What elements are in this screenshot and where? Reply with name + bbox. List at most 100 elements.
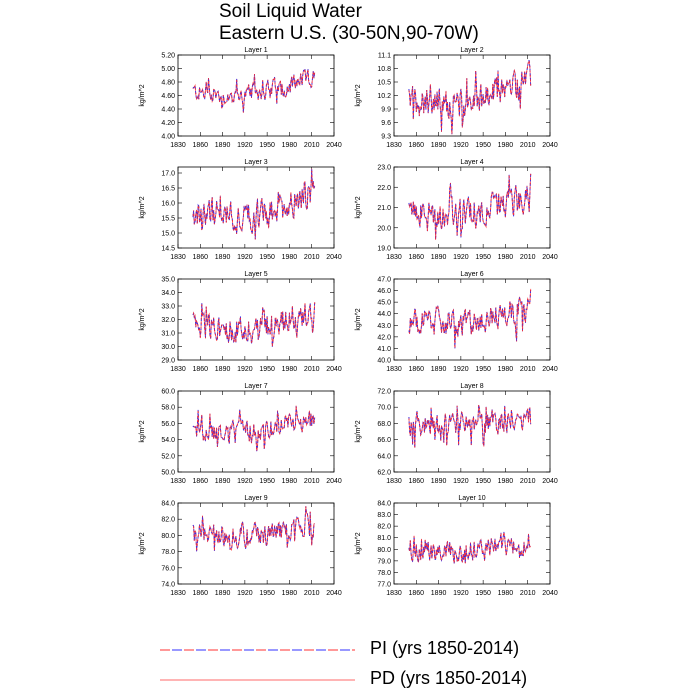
layer-2-series-pi-blue — [408, 60, 532, 135]
layer-1-xtick-label: 1830 — [170, 142, 186, 149]
layer-9-xtick-label: 1950 — [259, 590, 275, 597]
layer-8-xtick-label: 2010 — [520, 478, 536, 485]
layer-3-ytick-label: 16.5 — [161, 186, 175, 193]
layer-7-xtick-label: 2040 — [326, 478, 342, 485]
layer-4-xtick-label: 1920 — [453, 254, 469, 261]
layer-4-frame — [393, 166, 551, 249]
layer-10-ytick-label: 81.0 — [377, 535, 391, 542]
layer-6-ytick-label: 44.0 — [377, 311, 391, 318]
layer-1-xtick-label: 1920 — [237, 142, 253, 149]
layer-4-xtick-label: 2040 — [542, 254, 558, 261]
chart-title: Soil Liquid Water — [219, 1, 362, 22]
layer-9-xtick-label: 2040 — [326, 590, 342, 597]
layer-6-xtick-label: 1980 — [498, 366, 514, 373]
layer-1-ytick-label: 4.80 — [161, 80, 175, 87]
layer-2-xtick-label: 1950 — [475, 142, 491, 149]
layer-4-xtick-label: 1860 — [408, 254, 424, 261]
layer-8-ytick-label: 62.0 — [377, 470, 391, 477]
layer-7-xtick-label: 1890 — [215, 478, 231, 485]
layer-4-ytick-label: 21.0 — [377, 205, 391, 212]
layer-5-ytick-label: 34.0 — [161, 290, 175, 297]
layer-1-ytick-label: 4.60 — [161, 93, 175, 100]
layer-6-ytick-label: 45.0 — [377, 300, 391, 307]
layer-4-xtick-label: 1890 — [431, 254, 447, 261]
layer-8-xtick-label: 1830 — [386, 478, 402, 485]
layer-3-xtick-label: 1860 — [192, 254, 208, 261]
legend-pd-label: PD (yrs 1850-2014) — [370, 668, 528, 688]
layer-10-ytick-label: 79.0 — [377, 558, 391, 565]
layer-1-ytick-label: 4.00 — [161, 134, 175, 141]
layer-9-title: Layer 9 — [244, 495, 267, 502]
layer-6-ytick-label: 41.0 — [377, 346, 391, 353]
layer-5-xtick-label: 1830 — [170, 366, 186, 373]
layer-6-ytick-label: 42.0 — [377, 334, 391, 341]
layer-9-ytick-label: 84.0 — [161, 501, 175, 508]
layer-3-xtick-label: 2010 — [304, 254, 320, 261]
layer-7-ytick-label: 60.0 — [161, 389, 175, 396]
layer-1-xtick-label: 1980 — [282, 142, 298, 149]
layer-3-xtick-label: 2040 — [326, 254, 342, 261]
layer-9-ytick-label: 80.0 — [161, 533, 175, 540]
layer-10-ytick-label: 84.0 — [377, 501, 391, 508]
layer-1-series-pi-red — [192, 68, 316, 113]
layer-4-ytick-label: 23.0 — [377, 165, 391, 172]
layer-8-xtick-label: 1860 — [408, 478, 424, 485]
layer-3-ytick-label: 15.5 — [161, 216, 175, 223]
layer-8-ylabel: kg/m^2 — [355, 420, 362, 442]
layer-5-xtick-label: 1950 — [259, 366, 275, 373]
layer-2-ytick-label: 10.2 — [377, 93, 391, 100]
layer-1-xtick-label: 1860 — [192, 142, 208, 149]
legend-pi-label: PI (yrs 1850-2014) — [370, 638, 520, 658]
layer-4-title: Layer 4 — [460, 159, 483, 166]
layer-7-series-pi-blue — [192, 406, 316, 452]
layer-9-ytick-label: 74.0 — [161, 582, 175, 589]
layer-8-xtick-label: 2040 — [542, 478, 558, 485]
layer-10-frame — [393, 502, 551, 585]
layer-1-ytick-label: 4.20 — [161, 120, 175, 127]
layer-5-series-pi-red — [192, 302, 316, 347]
layer-7-xtick-label: 1950 — [259, 478, 275, 485]
layer-5-ytick-label: 31.0 — [161, 331, 175, 338]
layer-10-xtick-label: 1890 — [431, 590, 447, 597]
layer-3-ytick-label: 14.5 — [161, 246, 175, 253]
layer-6-xtick-label: 1860 — [408, 366, 424, 373]
layer-4-ylabel: kg/m^2 — [355, 196, 362, 218]
chart-subtitle: Eastern U.S. (30-50N,90-70W) — [219, 23, 479, 44]
layer-4-ytick-label: 20.0 — [377, 225, 391, 232]
layer-10-title: Layer 10 — [458, 495, 485, 502]
layer-4-xtick-label: 1830 — [386, 254, 402, 261]
layer-6-ylabel: kg/m^2 — [355, 308, 362, 330]
layer-6-ytick-label: 43.0 — [377, 323, 391, 330]
layer-9-xtick-label: 2010 — [304, 590, 320, 597]
layer-1-frame — [177, 54, 335, 137]
layer-8-ytick-label: 68.0 — [377, 421, 391, 428]
layer-1-ytick-label: 5.20 — [161, 53, 175, 60]
layer-10-ytick-label: 83.0 — [377, 512, 391, 519]
layer-8-ytick-label: 64.0 — [377, 453, 391, 460]
layer-5-ytick-label: 35.0 — [161, 277, 175, 284]
layer-2-title: Layer 2 — [460, 47, 483, 54]
layer-10-xtick-label: 1920 — [453, 590, 469, 597]
layer-10-xtick-label: 2010 — [520, 590, 536, 597]
layer-2-ytick-label: 10.8 — [377, 66, 391, 73]
layer-6-title: Layer 6 — [460, 271, 483, 278]
layer-7-xtick-label: 1920 — [237, 478, 253, 485]
layer-10-xtick-label: 1860 — [408, 590, 424, 597]
layer-2-xtick-label: 1920 — [453, 142, 469, 149]
layer-8-xtick-label: 1890 — [431, 478, 447, 485]
layer-1-title: Layer 1 — [244, 47, 267, 54]
layer-4-xtick-label: 2010 — [520, 254, 536, 261]
layer-4-series-pi-red — [408, 173, 532, 240]
layer-10-xtick-label: 1980 — [498, 590, 514, 597]
layer-5-xtick-label: 2040 — [326, 366, 342, 373]
layer-8-xtick-label: 1980 — [498, 478, 514, 485]
layer-8-title: Layer 8 — [460, 383, 483, 390]
layer-1-xtick-label: 2040 — [326, 142, 342, 149]
layer-2-xtick-label: 2010 — [520, 142, 536, 149]
layer-9-series-pi-red — [192, 506, 315, 552]
layer-9-ytick-label: 76.0 — [161, 565, 175, 572]
layer-6-xtick-label: 2040 — [542, 366, 558, 373]
layer-5-xtick-label: 1860 — [192, 366, 208, 373]
layer-10-xtick-label: 2040 — [542, 590, 558, 597]
